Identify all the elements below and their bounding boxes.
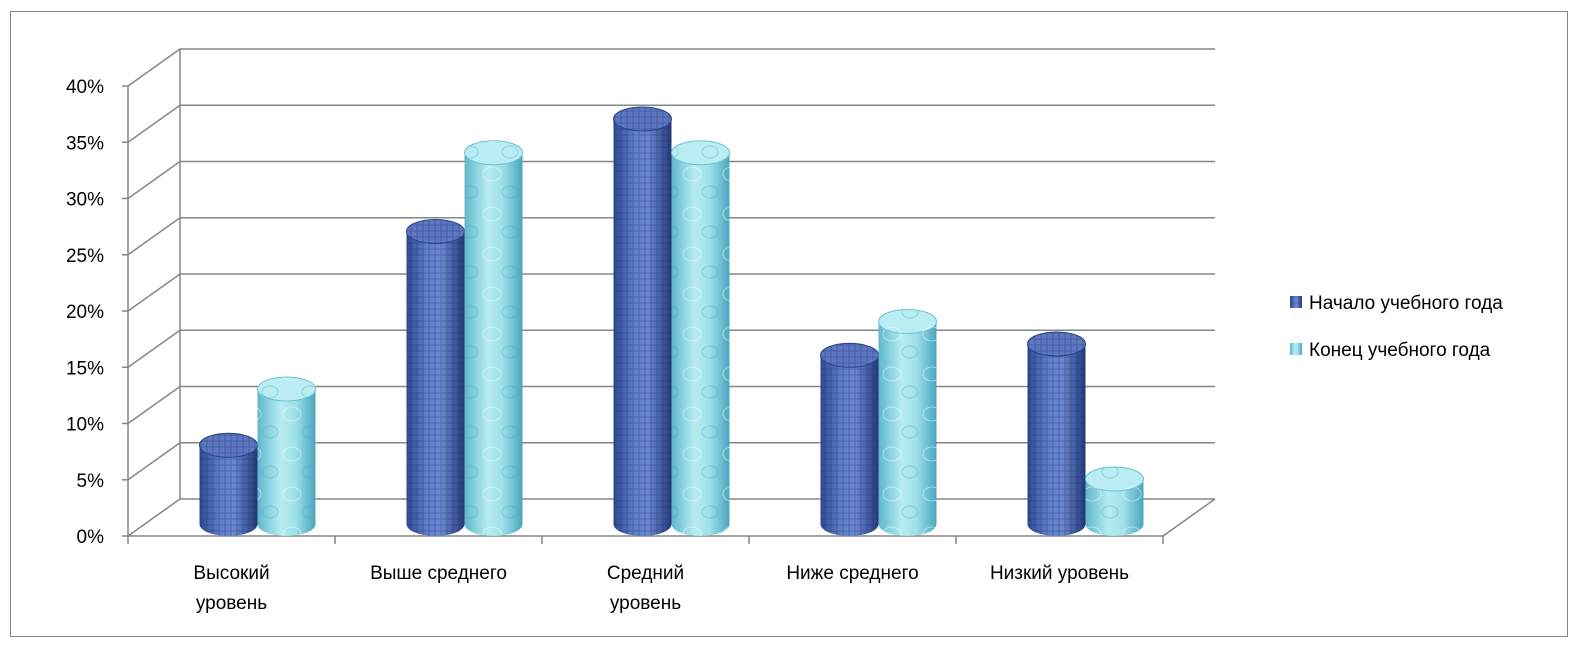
bar-texture	[199, 445, 258, 536]
legend-item: Конец учебного года	[1290, 340, 1491, 361]
bar-texture	[1027, 344, 1086, 536]
y-tick-label: 35%	[66, 133, 104, 154]
bar	[613, 106, 672, 536]
bar-texture	[671, 152, 730, 536]
legend-item: Начало учебного года	[1290, 293, 1503, 314]
bar	[257, 376, 316, 536]
bar-texture	[257, 389, 316, 536]
y-tick-label: 20%	[66, 302, 104, 323]
bar	[199, 432, 258, 536]
y-tick-label: 0%	[77, 527, 105, 548]
bar-texture	[878, 321, 937, 536]
legend: Начало учебного года Конец учебного года	[1290, 293, 1503, 361]
bar-texture	[820, 355, 879, 536]
bar-top-texture	[406, 219, 465, 244]
bar-top-texture	[671, 140, 730, 165]
y-tick-label: 40%	[66, 77, 104, 98]
bars	[199, 106, 1144, 536]
bar-texture	[1085, 479, 1144, 536]
bar-texture	[464, 152, 523, 536]
x-category-label: Низкий уровень	[990, 563, 1129, 584]
bar	[878, 309, 937, 536]
bar-texture	[613, 119, 672, 536]
bar-top-texture	[878, 309, 937, 334]
bar-texture	[406, 231, 465, 536]
bar	[406, 219, 465, 536]
bar-top-texture	[1085, 467, 1144, 491]
bar-top-texture	[820, 343, 879, 368]
gridline	[127, 48, 1215, 87]
x-category-label: Высокий уровень	[193, 563, 269, 614]
bar-top-texture	[199, 433, 258, 458]
bar-top-texture	[257, 377, 316, 401]
legend-swatch-texture	[1290, 296, 1302, 308]
y-tick-label: 30%	[66, 190, 104, 211]
x-category-label: Выше среднего	[370, 563, 507, 584]
x-category-label: Ниже среднего	[786, 563, 918, 584]
bar	[820, 342, 879, 536]
bar	[1085, 466, 1144, 536]
legend-swatch-texture	[1290, 343, 1302, 355]
y-tick-label: 15%	[66, 358, 104, 379]
bar	[464, 140, 523, 536]
y-tick-label: 25%	[66, 246, 104, 267]
y-tick-label: 5%	[77, 471, 105, 492]
x-category-label: Средний уровень	[607, 563, 684, 614]
floor-edge	[1162, 498, 1216, 537]
bar-top-texture	[464, 140, 523, 165]
bar-top-texture	[1027, 332, 1086, 356]
y-tick-label: 10%	[66, 415, 104, 436]
legend-label: Начало учебного года	[1309, 293, 1503, 314]
legend-label: Конец учебного года	[1309, 340, 1491, 361]
bar	[1027, 331, 1086, 536]
bar-top-texture	[613, 107, 672, 131]
bar	[671, 140, 730, 536]
